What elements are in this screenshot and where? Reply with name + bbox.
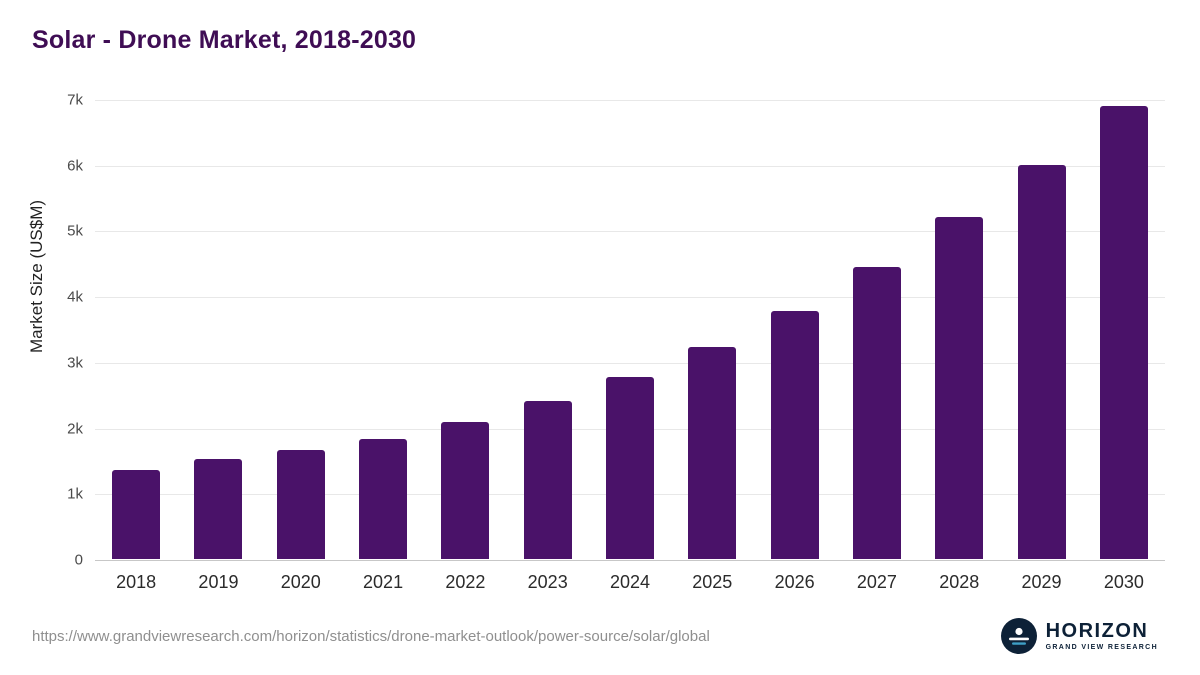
horizon-logo-icon	[1000, 618, 1037, 654]
x-axis-line	[95, 560, 1165, 561]
x-tick-label: 2028	[939, 572, 980, 592]
x-tick-label: 2027	[856, 572, 897, 592]
x-tick-label: 2026	[774, 572, 815, 592]
y-tick-label: 3k	[67, 354, 83, 372]
bar-2025[interactable]	[688, 346, 737, 559]
x-tick-label: 2019	[198, 572, 239, 592]
y-axis-title: Market Size (US$M)	[27, 199, 46, 353]
bar-2027[interactable]	[852, 266, 901, 559]
bar-2019[interactable]	[194, 459, 243, 559]
y-tick-label: 5k	[67, 222, 83, 240]
x-tick-label: 2020	[280, 572, 321, 592]
bar-2022[interactable]	[441, 422, 490, 559]
y-tick-label: 0	[74, 551, 83, 569]
x-tick-label: 2018	[116, 572, 157, 592]
x-tick-label: 2025	[692, 572, 733, 592]
y-tick-label: 6k	[67, 157, 83, 175]
logo-subtitle: GRAND VIEW RESEARCH	[1045, 644, 1158, 651]
x-tick-label: 2024	[609, 572, 651, 592]
logo-title: HORIZON	[1045, 620, 1149, 642]
x-tick-label: 2021	[363, 572, 404, 592]
x-tick-label: 2030	[1103, 572, 1144, 592]
bar-2018[interactable]	[112, 470, 161, 559]
gridline	[95, 165, 1165, 167]
gridline	[95, 100, 1165, 101]
bar-2023[interactable]	[523, 401, 572, 559]
y-tick-label: 2k	[67, 420, 83, 438]
source-url: https://www.grandviewresearch.com/horizo…	[32, 628, 710, 645]
plot-area: 0 1k 2k 3k 4k 5k 6k 7k 2018 2019 2020 2021 2022 2023 2…	[67, 92, 1165, 592]
horizon-logo: HORIZON GRAND VIEW RESEARCH	[1000, 618, 1158, 654]
gridline	[95, 362, 1165, 364]
bar-2024[interactable]	[606, 376, 654, 559]
bar-2026[interactable]	[770, 310, 819, 559]
chart-title: Solar - Drone Market, 2018-2030	[32, 26, 417, 54]
y-tick-label: 7k	[67, 91, 83, 109]
gridline	[95, 231, 1165, 233]
x-tick-label: 2022	[445, 572, 486, 592]
x-tick-label: 2029	[1021, 572, 1062, 592]
bar-2028[interactable]	[935, 217, 984, 559]
y-tick-label: 1k	[67, 485, 83, 503]
bar-2020[interactable]	[276, 449, 325, 559]
y-tick-label: 4k	[67, 288, 83, 306]
bar-2021[interactable]	[359, 439, 408, 559]
bar-2030[interactable]	[1099, 105, 1148, 559]
logo-text: HORIZON GRAND VIEW RESEARCH	[1046, 621, 1158, 651]
bar-2029[interactable]	[1017, 164, 1066, 559]
gridline	[95, 297, 1165, 299]
x-tick-label: 2023	[527, 572, 568, 592]
